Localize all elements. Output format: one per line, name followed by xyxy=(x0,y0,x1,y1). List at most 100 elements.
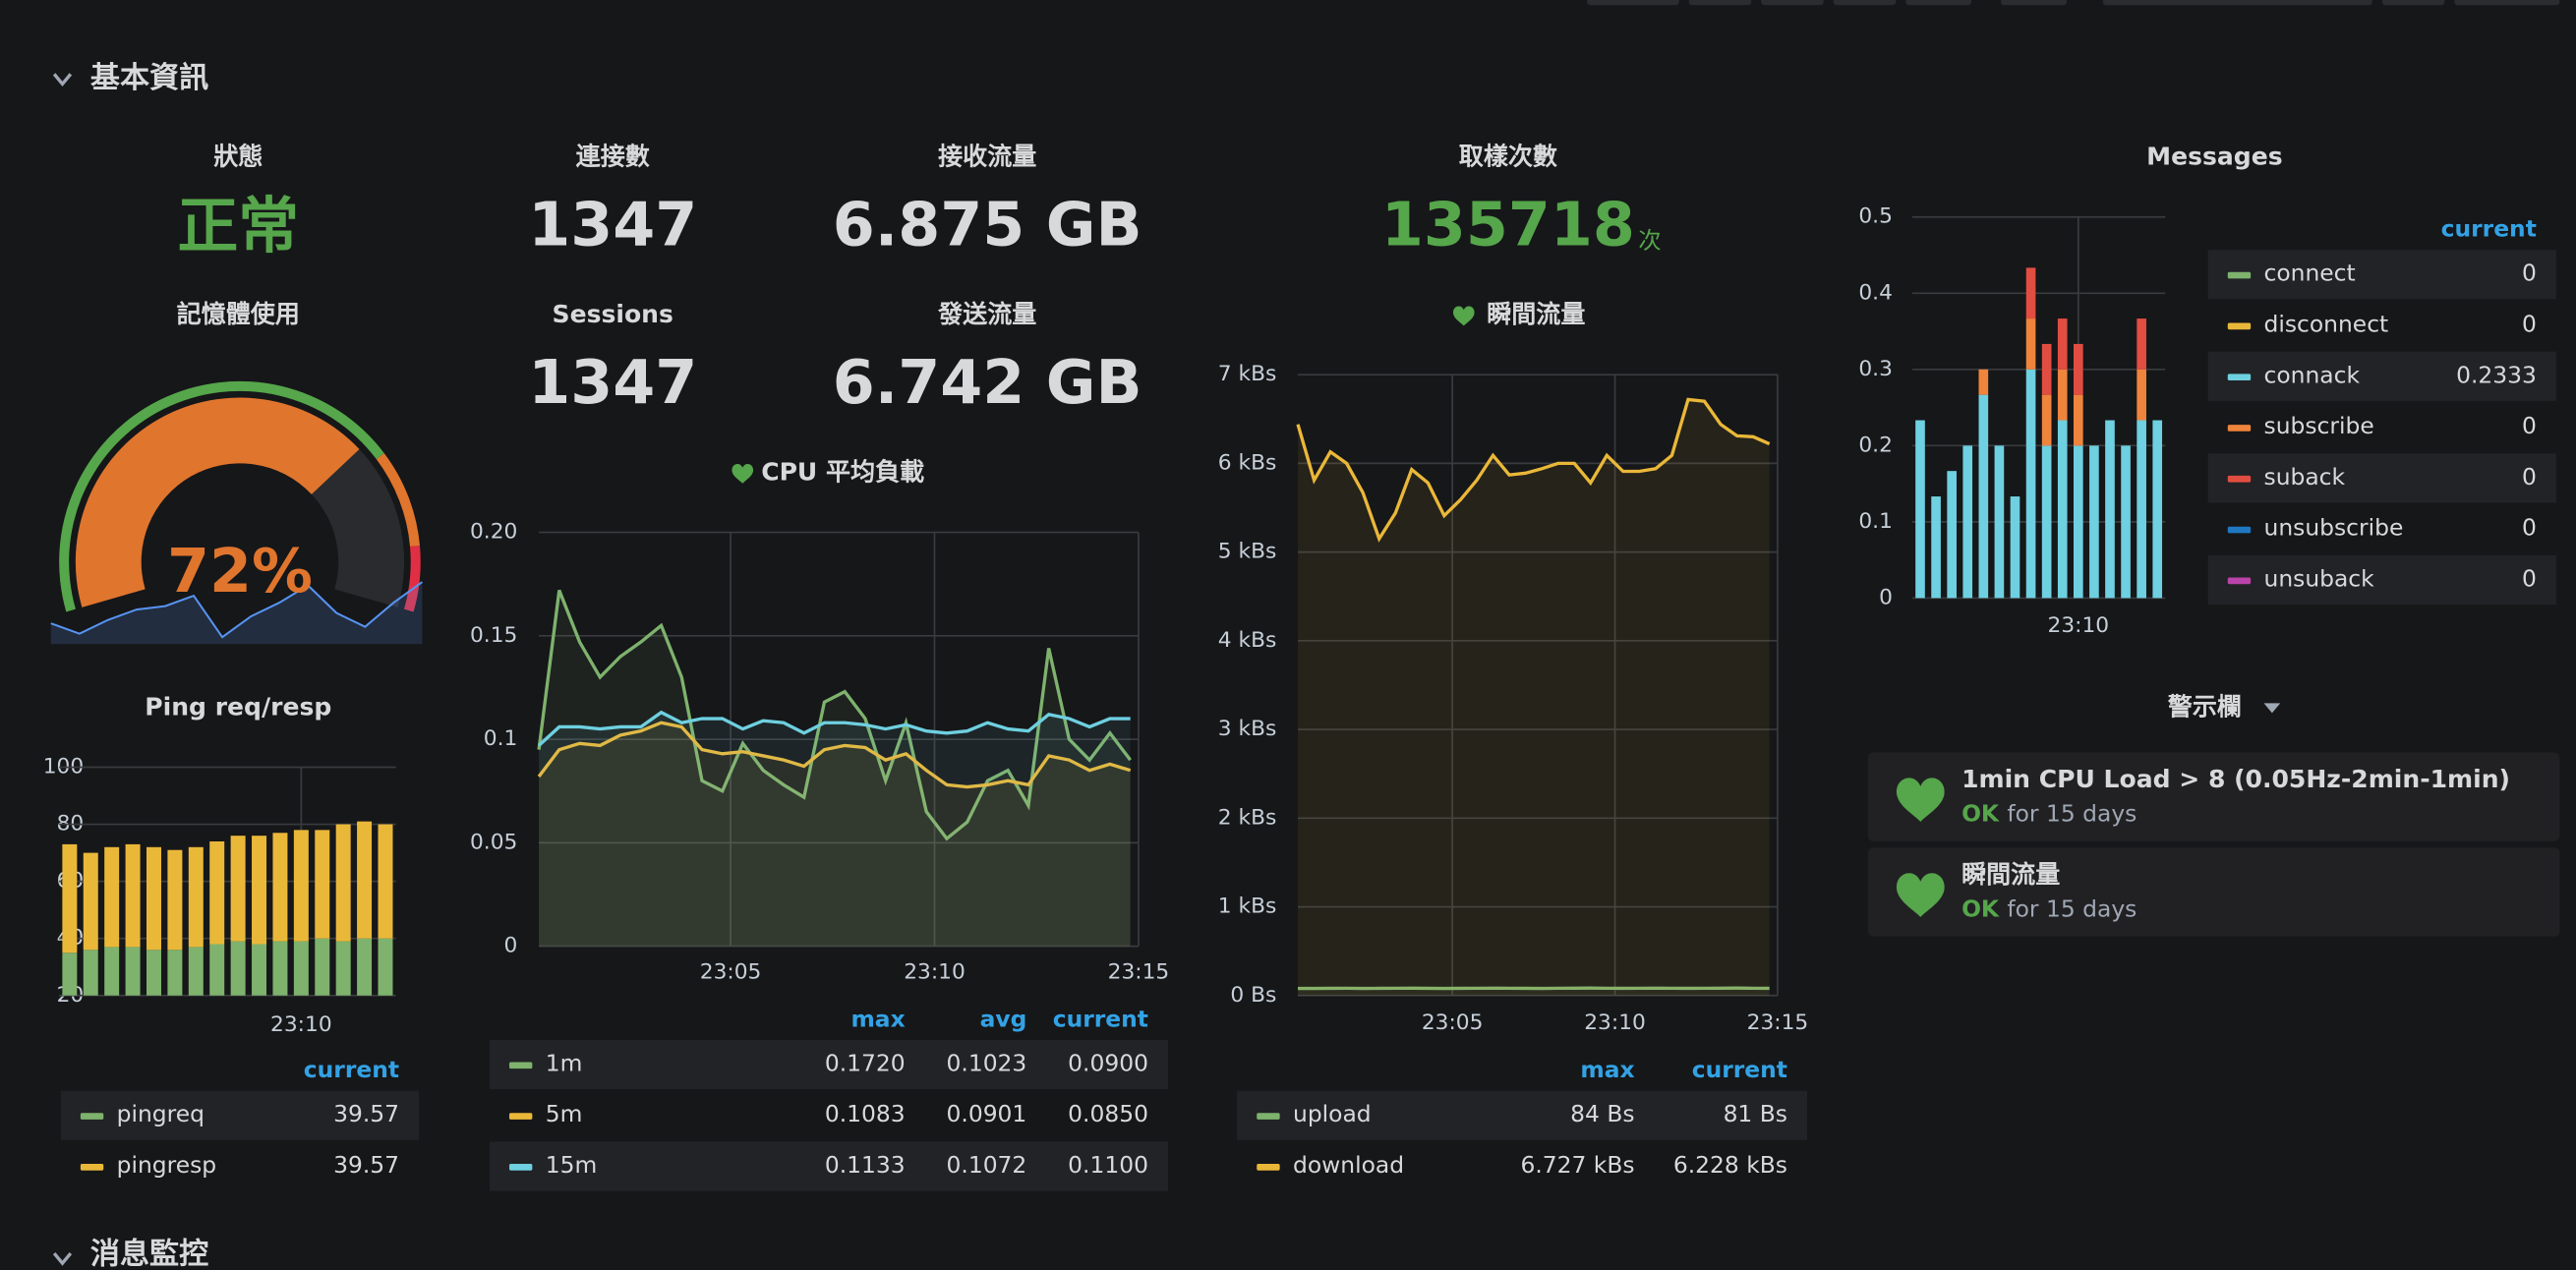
legend-label[interactable]: 15m xyxy=(546,1151,598,1179)
panel-title: Ping req/resp xyxy=(145,692,331,721)
legend-label[interactable]: connect xyxy=(2264,260,2356,287)
legend-row xyxy=(489,1039,1169,1090)
legend-swatch xyxy=(2227,374,2252,381)
bar-segment xyxy=(2010,496,2020,599)
bar-segment xyxy=(83,950,98,996)
bar-segment xyxy=(125,947,141,996)
legend-label[interactable]: connack xyxy=(2264,361,2361,388)
legend-value: 39.57 xyxy=(333,1151,399,1179)
legend-value: 0.1100 xyxy=(1068,1151,1148,1179)
y-tick-label: 0 xyxy=(504,934,518,958)
bar-segment xyxy=(378,938,393,996)
bar-segment xyxy=(1994,445,2005,599)
area xyxy=(539,590,1131,947)
panel-title: Messages xyxy=(2146,143,2282,171)
toolbar-button[interactable] xyxy=(1761,0,1824,6)
gauge-title: 記憶體使用 xyxy=(177,300,300,328)
bar-segment xyxy=(188,846,204,948)
toolbar-button[interactable] xyxy=(2001,0,2068,6)
x-tick-label: 23:05 xyxy=(1422,1010,1484,1035)
legend-swatch xyxy=(2227,475,2252,483)
bar-segment xyxy=(188,947,204,996)
bar-segment xyxy=(146,846,161,951)
bar-segment xyxy=(2025,267,2036,319)
y-tick-label: 0 xyxy=(1879,585,1893,609)
legend-label[interactable]: unsuback xyxy=(2264,565,2375,593)
legend-value: 0 xyxy=(2522,311,2537,338)
legend-swatch xyxy=(1257,1113,1280,1120)
legend-label[interactable]: suback xyxy=(2264,463,2346,491)
line xyxy=(1296,397,1771,543)
bar-segment xyxy=(315,938,330,996)
legend-label[interactable]: unsubscribe xyxy=(2264,514,2404,542)
bar-segment xyxy=(2121,445,2131,599)
heart-icon xyxy=(1896,778,1945,822)
legend-swatch xyxy=(2227,322,2252,330)
area xyxy=(539,712,1131,947)
legend-swatch xyxy=(2227,425,2252,432)
legend-value: 0 xyxy=(2522,260,2537,287)
legend-label[interactable]: pingresp xyxy=(117,1151,216,1179)
toolbar-button[interactable] xyxy=(1905,0,1972,6)
legend-swatch xyxy=(2227,271,2252,279)
legend-header: current xyxy=(1692,1056,1787,1083)
legend-value: 0.1720 xyxy=(825,1049,906,1076)
legend-swatch xyxy=(80,1164,104,1171)
section-title[interactable]: 消息監控 xyxy=(90,1237,208,1270)
bar-segment xyxy=(357,821,373,939)
bar-segment xyxy=(2073,343,2083,395)
stat-value: 1347 xyxy=(528,347,697,418)
stat-value: 正常 xyxy=(177,191,299,261)
stat-title: Sessions xyxy=(553,300,673,328)
bar-segment xyxy=(272,833,288,942)
bar-segment xyxy=(315,830,330,939)
alert-item xyxy=(1867,752,2560,841)
bar-segment xyxy=(1947,471,1957,599)
toolbar-button[interactable] xyxy=(2454,0,2560,6)
sparkline xyxy=(50,581,424,639)
legend-label[interactable]: download xyxy=(1293,1151,1404,1179)
bar-segment xyxy=(293,830,309,942)
alert-duration: for 15 days xyxy=(2007,799,2137,827)
legend-label[interactable]: disconnect xyxy=(2264,311,2389,338)
bar-segment xyxy=(230,941,246,996)
y-tick-label: 3 kBs xyxy=(1218,717,1277,741)
toolbar-button[interactable] xyxy=(1688,0,1752,6)
stat-unit: 次 xyxy=(1638,226,1661,254)
stat-title: 狀態 xyxy=(213,143,263,171)
gauge-label: 72% xyxy=(167,536,313,606)
bar-segment xyxy=(104,846,120,948)
gauge-threshold xyxy=(403,546,421,612)
collapse-icon[interactable] xyxy=(52,73,73,87)
section-title[interactable]: 基本資訊 xyxy=(90,61,208,95)
alert-panel-title: 警示欄 xyxy=(2167,692,2242,721)
legend-header: max xyxy=(1580,1056,1634,1083)
bar-segment xyxy=(2041,445,2052,599)
toolbar-button[interactable] xyxy=(1833,0,1897,6)
y-tick-label: 0.4 xyxy=(1858,280,1893,305)
legend-value: 0.0900 xyxy=(1068,1049,1148,1076)
bar-segment xyxy=(1978,394,1989,599)
bar-segment xyxy=(167,849,183,951)
legend-label[interactable]: 1m xyxy=(546,1049,583,1076)
legend-label[interactable]: subscribe xyxy=(2264,412,2374,439)
bar-segment xyxy=(2057,318,2068,370)
alert-state: OK xyxy=(1961,895,2000,922)
y-tick-label: 7 kBs xyxy=(1218,362,1277,386)
alert-duration: for 15 days xyxy=(2007,895,2137,922)
legend-label[interactable]: pingreq xyxy=(117,1100,205,1127)
collapse-icon[interactable] xyxy=(52,1252,73,1266)
bar-segment xyxy=(2073,394,2083,446)
bar-segment xyxy=(252,836,267,945)
bar-segment xyxy=(357,938,373,996)
legend-swatch xyxy=(508,1164,533,1171)
toolbar-button[interactable] xyxy=(1587,0,1679,6)
y-tick-label: 0.3 xyxy=(1858,357,1893,381)
toolbar-button[interactable] xyxy=(2102,0,2372,6)
legend-label[interactable]: 5m xyxy=(546,1100,583,1127)
toolbar-button[interactable] xyxy=(2381,0,2445,6)
legend-value: 39.57 xyxy=(333,1100,399,1127)
legend-label[interactable]: upload xyxy=(1293,1100,1372,1127)
toolbar xyxy=(1587,0,2560,6)
